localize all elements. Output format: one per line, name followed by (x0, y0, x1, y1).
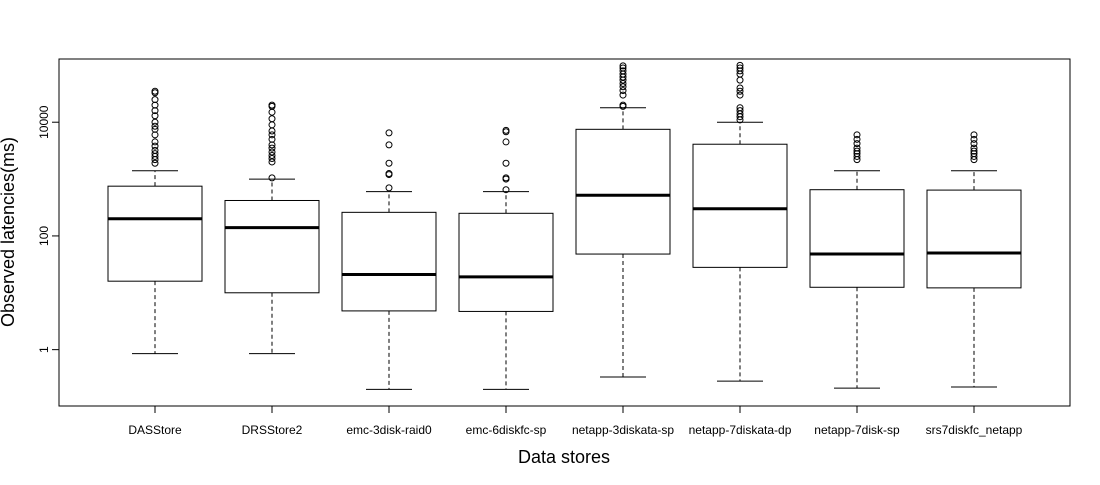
iqr-box (692, 143, 788, 268)
outlier-point (853, 152, 861, 160)
iqr-box (575, 128, 671, 255)
outlier-point (502, 174, 510, 182)
boxes-group (107, 61, 1022, 390)
outlier-point (151, 142, 159, 150)
x-axis: DASStore DRSStore2 emc-3disk-raid0 emc-6dis… (128, 406, 1023, 437)
box-8 (926, 131, 1022, 388)
outlier-point (268, 101, 276, 109)
outlier-point (151, 96, 159, 104)
outlier-point (853, 131, 861, 139)
x-tick-label: srs7diskfc_netapp (926, 423, 1023, 437)
outlier-point (268, 127, 276, 135)
iqr-box (107, 185, 203, 282)
outlier-point (385, 159, 393, 167)
iqr-box (458, 212, 554, 312)
outlier-point (970, 131, 978, 139)
y-tick-label: 1 (37, 346, 51, 353)
iqr-box (341, 211, 437, 312)
outlier-point (268, 121, 276, 129)
outlier-point (385, 170, 393, 178)
outlier-point (268, 135, 276, 143)
y-tick-label: 10000 (37, 105, 51, 139)
box-7 (809, 131, 905, 389)
outlier-point (619, 83, 627, 91)
box-2 (224, 101, 320, 355)
box-5 (575, 62, 671, 378)
outlier-point (502, 138, 510, 146)
outlier-point (268, 108, 276, 116)
iqr-box (224, 199, 320, 294)
x-tick-label: netapp-3diskata-sp (572, 423, 674, 437)
outlier-point (736, 61, 744, 69)
outlier-point (619, 64, 627, 72)
outlier-point (853, 140, 861, 148)
outlier-point (619, 62, 627, 70)
outlier-point (853, 144, 861, 152)
outlier-point (736, 104, 744, 112)
outlier-point (151, 159, 159, 167)
outlier-point (385, 184, 393, 192)
outlier-point (970, 147, 978, 155)
outlier-point (970, 135, 978, 143)
outlier-point (268, 174, 276, 182)
outlier-point (151, 122, 159, 130)
outlier-point (385, 141, 393, 149)
outlier-point (151, 118, 159, 126)
x-tick-label: emc-3disk-raid0 (346, 423, 432, 437)
outlier-point (151, 87, 159, 95)
x-tick-label: netapp-7diskata-dp (689, 423, 792, 437)
outlier-point (853, 147, 861, 155)
outlier-point (736, 84, 744, 92)
x-tick-label: emc-6diskfc-sp (466, 423, 547, 437)
outlier-point (385, 129, 393, 137)
outlier-point (151, 125, 159, 133)
outlier-point (502, 186, 510, 194)
y-axis-title: Observed latencies(ms) (0, 137, 18, 327)
outlier-point (736, 87, 744, 95)
outlier-point (502, 159, 510, 167)
y-axis: 1 100 10000 (37, 105, 59, 353)
outlier-point (736, 91, 744, 99)
box-1 (107, 87, 203, 355)
box-3 (341, 129, 437, 390)
outlier-point (736, 76, 744, 84)
outlier-point (268, 151, 276, 159)
outlier-point (736, 64, 744, 72)
plot-frame (58, 58, 1071, 407)
outlier-point (619, 91, 627, 99)
outlier-point (268, 144, 276, 152)
x-tick-label: DASStore (128, 423, 182, 437)
outlier-point (151, 146, 159, 154)
outlier-point (970, 144, 978, 152)
y-tick-label: 100 (37, 226, 51, 246)
outlier-point (268, 115, 276, 123)
outlier-point (970, 140, 978, 148)
x-axis-title: Data stores (518, 447, 610, 467)
outlier-point (619, 87, 627, 95)
box-4 (458, 126, 554, 390)
outlier-point (151, 138, 159, 146)
outlier-point (970, 152, 978, 160)
outlier-point (268, 131, 276, 139)
outlier-point (619, 67, 627, 75)
outlier-point (619, 101, 627, 109)
iqr-box (926, 189, 1022, 289)
outlier-point (853, 135, 861, 143)
outlier-point (151, 112, 159, 120)
x-tick-label: DRSStore2 (242, 423, 303, 437)
outlier-point (502, 126, 510, 134)
outlier-point (268, 148, 276, 156)
iqr-box (809, 189, 905, 288)
x-tick-label: netapp-7disk-sp (814, 423, 900, 437)
box-6 (692, 61, 788, 382)
outlier-point (151, 150, 159, 158)
outlier-point (736, 107, 744, 115)
outlier-point (268, 155, 276, 163)
